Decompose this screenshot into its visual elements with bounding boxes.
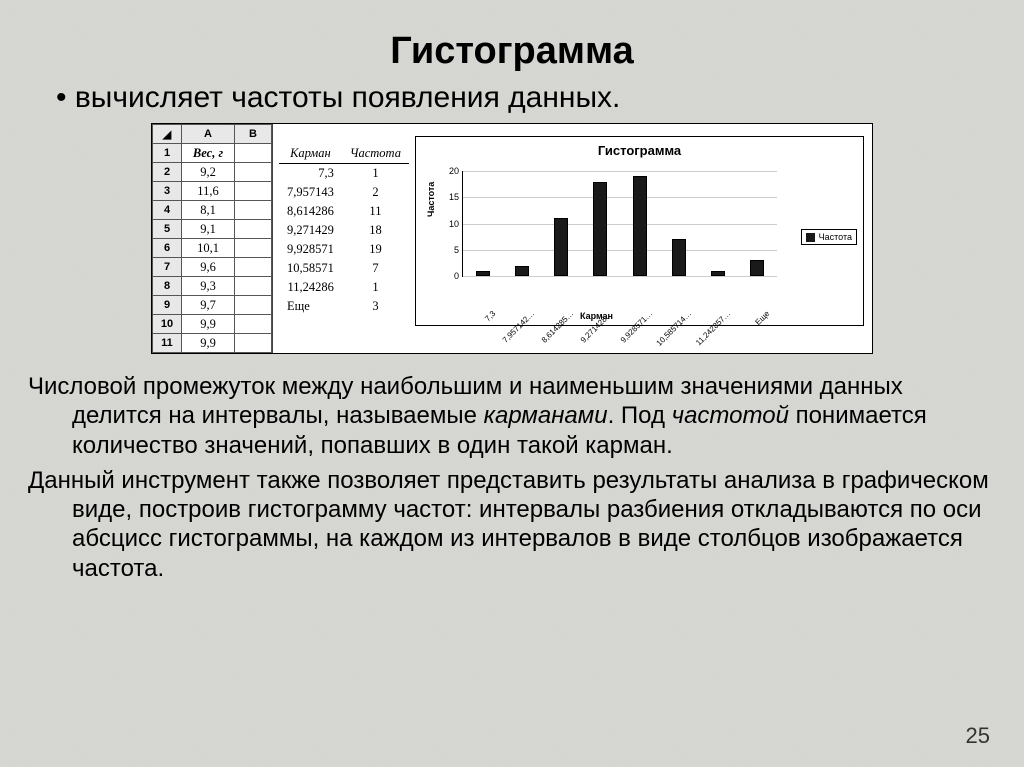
cell: 9,1 xyxy=(182,220,235,239)
data-sheet: ◢ A B 1Вес, г 29,2 311,6 48,1 59,1 610,1… xyxy=(152,124,272,353)
row-header: 1 xyxy=(153,144,182,163)
chart-title: Гистограмма xyxy=(416,137,863,158)
bullet-text: вычисляет частоты появления данных. xyxy=(56,81,996,115)
chart-bar xyxy=(633,176,647,276)
chart-ytick: 10 xyxy=(441,219,459,229)
bins-table: КарманЧастота 7,31 7,9571432 8,61428611 … xyxy=(279,144,409,316)
legend-label: Частота xyxy=(819,232,852,242)
col-header: A xyxy=(182,125,235,144)
chart-bar xyxy=(750,260,764,276)
chart-ytick: 20 xyxy=(441,166,459,176)
bins-col2: Частота xyxy=(342,144,409,164)
chart-xlabel: Карман xyxy=(416,311,777,321)
excel-screenshot: ◢ A B 1Вес, г 29,2 311,6 48,1 59,1 610,1… xyxy=(151,123,873,354)
page-title: Гистограмма xyxy=(28,30,996,73)
chart-plot-area: 051015207,37,957142…8,614285…9,271428…9,… xyxy=(462,171,777,277)
cell: 11,6 xyxy=(182,182,235,201)
cell: 9,9 xyxy=(182,334,235,353)
chart-bar xyxy=(476,271,490,276)
cell: 9,6 xyxy=(182,258,235,277)
body-text: Числовой промежуток между наибольшим и н… xyxy=(28,372,996,583)
cell: 8,1 xyxy=(182,201,235,220)
cell: 9,9 xyxy=(182,315,235,334)
chart-ytick: 0 xyxy=(441,271,459,281)
chart-bar xyxy=(515,266,529,277)
cell: 10,1 xyxy=(182,239,235,258)
chart-bar xyxy=(711,271,725,276)
histogram-chart: Гистограмма Частота 051015207,37,957142…… xyxy=(415,136,864,326)
cell: 9,3 xyxy=(182,277,235,296)
col-header: B xyxy=(235,125,272,144)
chart-bar xyxy=(593,182,607,277)
cell: 9,2 xyxy=(182,163,235,182)
sheet-corner: ◢ xyxy=(153,125,182,144)
cell: 9,7 xyxy=(182,296,235,315)
chart-ytick: 15 xyxy=(441,192,459,202)
page-number: 25 xyxy=(966,723,990,749)
cell: Вес, г xyxy=(182,144,235,163)
chart-legend: Частота xyxy=(801,229,857,245)
chart-bar xyxy=(554,218,568,276)
bins-table-block: КарманЧастота 7,31 7,9571432 8,61428611 … xyxy=(273,124,415,353)
chart-bar xyxy=(672,239,686,276)
chart-ytick: 5 xyxy=(441,245,459,255)
bins-col1: Карман xyxy=(279,144,342,164)
legend-swatch-icon xyxy=(806,233,815,242)
chart-ylabel: Частота xyxy=(426,182,436,217)
